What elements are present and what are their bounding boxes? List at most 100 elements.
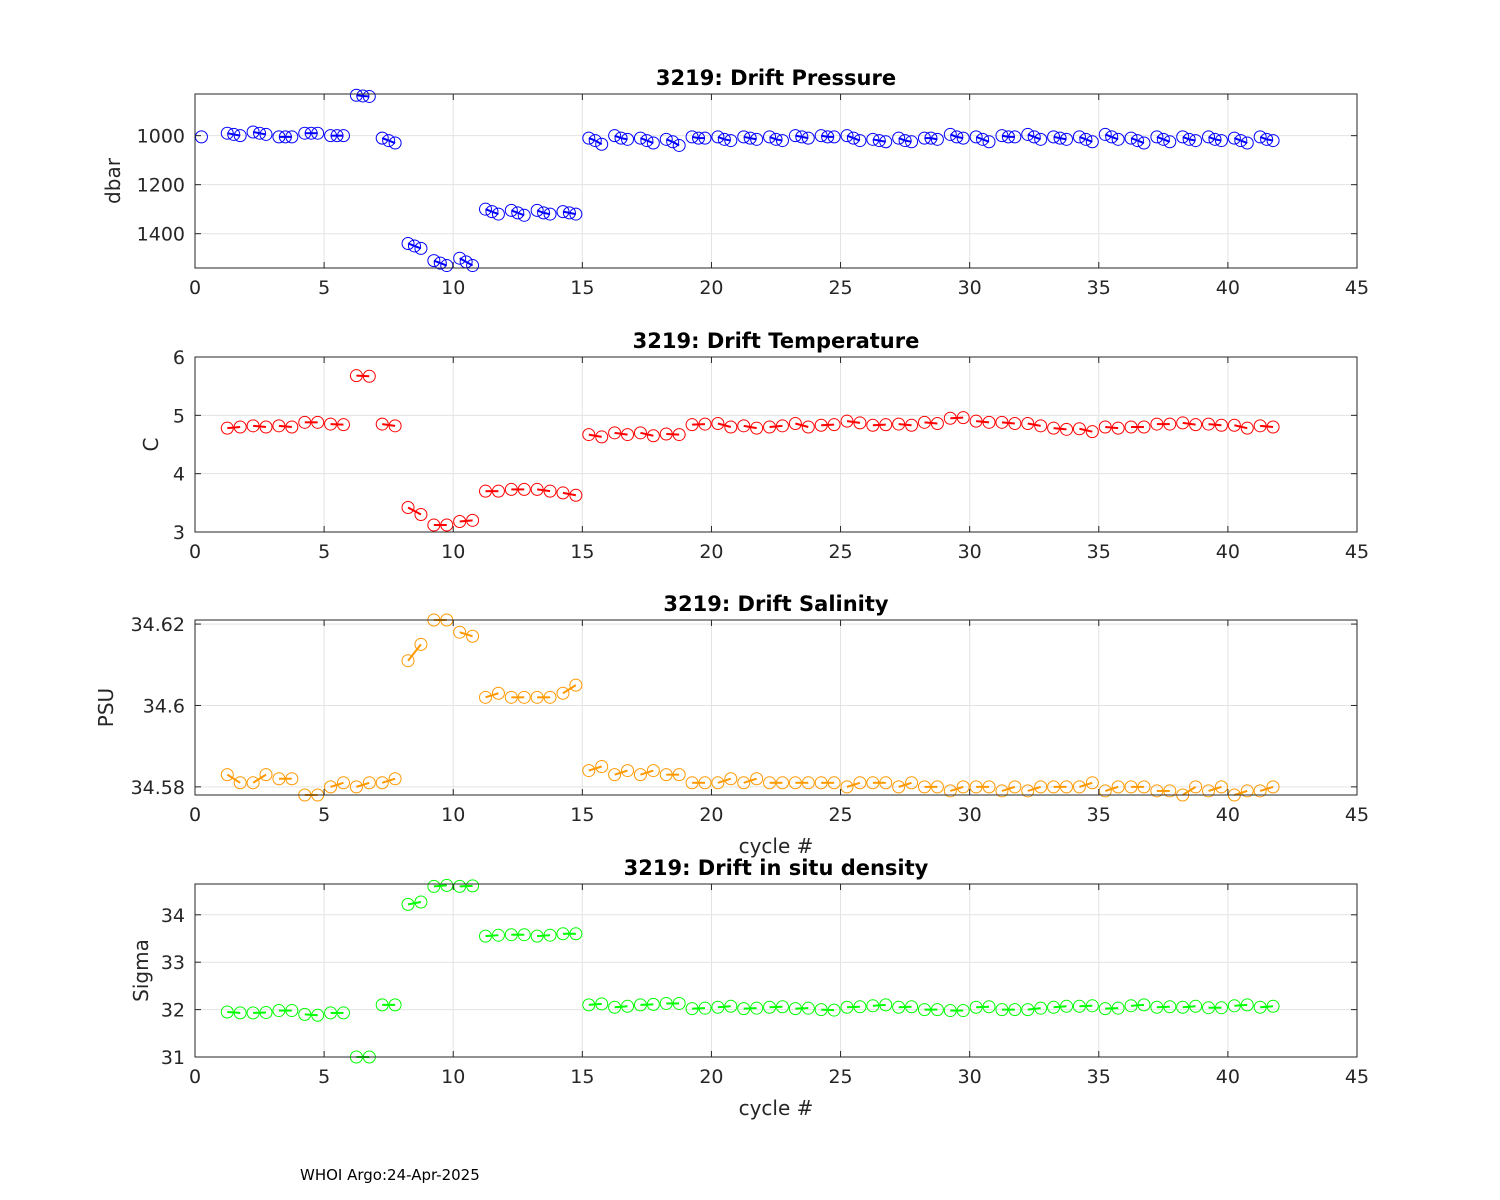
data-point (453, 515, 467, 528)
data-point (685, 776, 699, 790)
data-point (737, 776, 751, 790)
data-point (349, 780, 363, 794)
x-tick-label: 10 (441, 277, 465, 299)
data-point (543, 690, 557, 704)
data-point (595, 430, 609, 444)
data-point (956, 411, 970, 425)
x-tick-label: 5 (318, 277, 330, 299)
data-point (892, 780, 906, 794)
data-point (1182, 132, 1196, 146)
data-point (285, 420, 299, 434)
data-point (840, 129, 854, 143)
data-point (414, 637, 428, 651)
data-point (866, 132, 880, 146)
x-tick-label: 0 (189, 804, 201, 826)
series-line-segment (846, 781, 861, 788)
data-point (1202, 784, 1216, 798)
data-point (750, 1001, 764, 1015)
series-line-segment (588, 433, 602, 438)
data-point (1001, 130, 1015, 144)
data-point (763, 1000, 777, 1014)
data-point (556, 205, 570, 219)
data-point (504, 928, 518, 942)
series-line-segment (1182, 421, 1196, 426)
footer-stamp: WHOI Argo:24-Apr-2025 (300, 1166, 480, 1184)
x-tick-label: 40 (1216, 1066, 1240, 1088)
data-point (466, 259, 480, 273)
data-point (1034, 1001, 1048, 1015)
data-point (479, 690, 492, 704)
series-line-segment (1053, 135, 1061, 140)
series-line-segment (543, 211, 551, 216)
y-tick-label: 1000 (137, 126, 185, 148)
series-line-segment (717, 422, 732, 428)
data-point (698, 417, 712, 431)
data-point (388, 998, 402, 1012)
data-point (672, 768, 686, 782)
data-point (466, 879, 480, 893)
data-point (336, 418, 350, 432)
data-point (362, 776, 376, 790)
series-line-segment (614, 431, 628, 436)
data-point (659, 768, 673, 782)
x-tick-label: 45 (1345, 541, 1369, 563)
data-point (930, 132, 944, 146)
data-point (763, 130, 777, 144)
data-point (582, 764, 596, 778)
series-line-segment (949, 785, 964, 792)
data-point (646, 764, 660, 778)
data-point (253, 126, 267, 140)
data-point (1208, 132, 1222, 146)
x-tick-label: 25 (828, 277, 852, 299)
y-axis-label: C (139, 438, 163, 452)
data-point (246, 125, 260, 139)
data-point (795, 130, 809, 144)
plot-area (195, 884, 1357, 1057)
data-point (1124, 999, 1138, 1013)
data-point (646, 997, 660, 1011)
x-tick-label: 0 (189, 541, 201, 563)
series-line-segment (879, 139, 886, 143)
data-point (814, 1003, 828, 1017)
data-point (750, 772, 764, 786)
x-tick-label: 35 (1087, 541, 1111, 563)
data-point (1124, 131, 1138, 145)
data-point (737, 419, 751, 433)
data-point (724, 420, 738, 434)
data-point (724, 134, 738, 148)
chart-title: 3219: Drift Salinity (663, 592, 889, 616)
data-point (1137, 136, 1151, 150)
data-point (943, 1004, 957, 1018)
data-point (995, 1003, 1009, 1017)
data-point (356, 89, 370, 103)
x-tick-label: 25 (828, 1066, 852, 1088)
series-line-segment (743, 777, 757, 784)
data-point (272, 1004, 286, 1018)
data-point (969, 414, 983, 428)
data-point (311, 126, 325, 140)
series-line-segment (795, 422, 809, 428)
data-point (466, 513, 480, 527)
data-point (543, 928, 557, 942)
data-point (556, 686, 570, 700)
data-point (1021, 1003, 1035, 1017)
data-point (1060, 132, 1073, 146)
data-point (1163, 784, 1177, 798)
data-point (401, 501, 415, 514)
data-point (453, 251, 467, 265)
data-point (1189, 134, 1203, 148)
data-point (220, 1005, 234, 1019)
data-point (827, 130, 841, 144)
x-tick-label: 0 (189, 1066, 201, 1088)
chart-panel-4: 0 5 10 15 20 25 30 35 40 45 31 32 33 34 3219: Drift in… (129, 856, 1369, 1120)
series-line-segment (1182, 786, 1197, 796)
x-tick-label: 15 (570, 804, 594, 826)
data-point (414, 241, 428, 255)
data-point (672, 138, 686, 152)
data-point (595, 137, 609, 151)
data-point (1111, 1001, 1125, 1015)
data-point (1008, 417, 1022, 430)
data-point (969, 780, 983, 794)
data-point (672, 428, 686, 442)
data-point (969, 130, 983, 144)
